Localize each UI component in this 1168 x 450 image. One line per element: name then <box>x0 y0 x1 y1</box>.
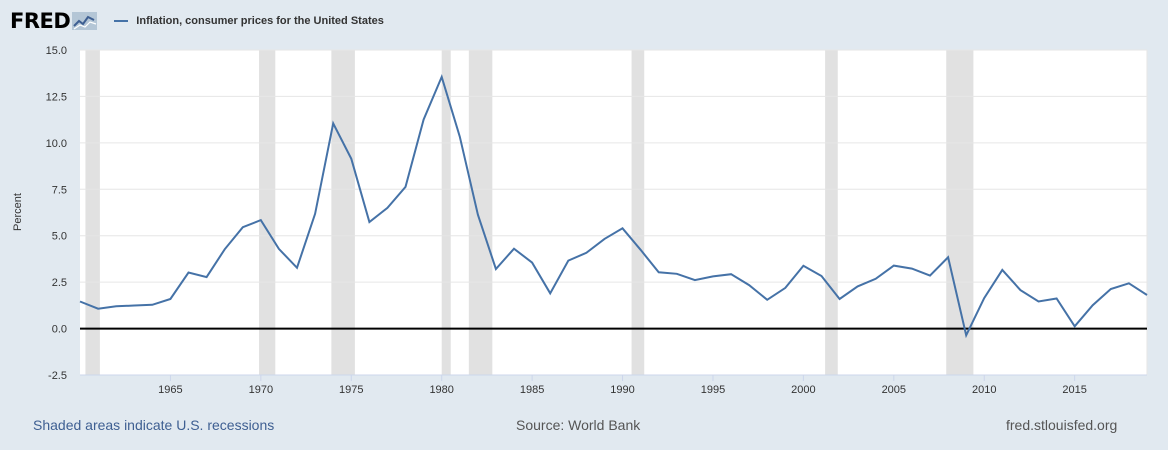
y-tick-label: 10.0 <box>46 138 67 150</box>
y-tick-label: -2.5 <box>48 370 67 382</box>
recession-band-0 <box>85 50 100 375</box>
recession-band-6 <box>825 50 838 375</box>
x-tick-label: 2015 <box>1062 384 1086 396</box>
y-tick-label: 7.5 <box>52 184 67 196</box>
legend-series-label: Inflation, consumer prices for the Unite… <box>136 15 384 27</box>
recession-band-3 <box>441 50 451 375</box>
recession-band-2 <box>331 50 355 375</box>
y-tick-label: 15.0 <box>46 45 67 57</box>
y-axis: -2.5 0.0 2.5 5.0 7.5 10.0 12.5 15.0 <box>46 45 67 382</box>
x-axis: 1965 1970 1975 1980 1985 1990 1995 2000 2005 2010… <box>80 374 1147 396</box>
series-line[interactable] <box>79 73 1148 339</box>
recession-band-4 <box>468 50 493 375</box>
y-tick-label: 0.0 <box>52 324 67 336</box>
recession-band-1 <box>259 50 276 375</box>
recession-band-7 <box>946 50 974 375</box>
recession-note[interactable]: Shaded areas indicate U.S. recessions <box>33 417 275 433</box>
plot-area <box>80 50 1147 375</box>
x-tick-label: 1975 <box>339 384 363 396</box>
fred-logo[interactable]: FRED <box>10 9 71 33</box>
x-tick-label: 2000 <box>791 384 815 396</box>
x-tick-label: 1995 <box>701 384 725 396</box>
legend-swatch <box>114 20 129 22</box>
series-points <box>79 76 1148 336</box>
y-tick-label: 12.5 <box>46 91 67 103</box>
chart-legend[interactable]: Inflation, consumer prices for the Unite… <box>114 15 384 27</box>
recession-band-5 <box>631 50 645 375</box>
x-tick-label: 1965 <box>158 384 182 396</box>
chart-header: FRED Inflation, consumer prices for the … <box>10 6 384 36</box>
y-axis-label: Percent <box>12 193 24 231</box>
x-tick-label: 2005 <box>882 384 906 396</box>
x-tick-label: 1990 <box>610 384 634 396</box>
fred-chart-icon <box>72 12 98 30</box>
x-tick-label: 1985 <box>520 384 544 396</box>
x-tick-label: 1980 <box>429 384 453 396</box>
y-tick-label: 5.0 <box>52 231 67 243</box>
x-tick-label: 2010 <box>972 384 996 396</box>
y-tick-label: 2.5 <box>52 277 67 289</box>
source-label: Source: World Bank <box>516 417 641 433</box>
site-link[interactable]: fred.stlouisfed.org <box>1006 417 1118 433</box>
x-tick-label: 1970 <box>249 384 273 396</box>
